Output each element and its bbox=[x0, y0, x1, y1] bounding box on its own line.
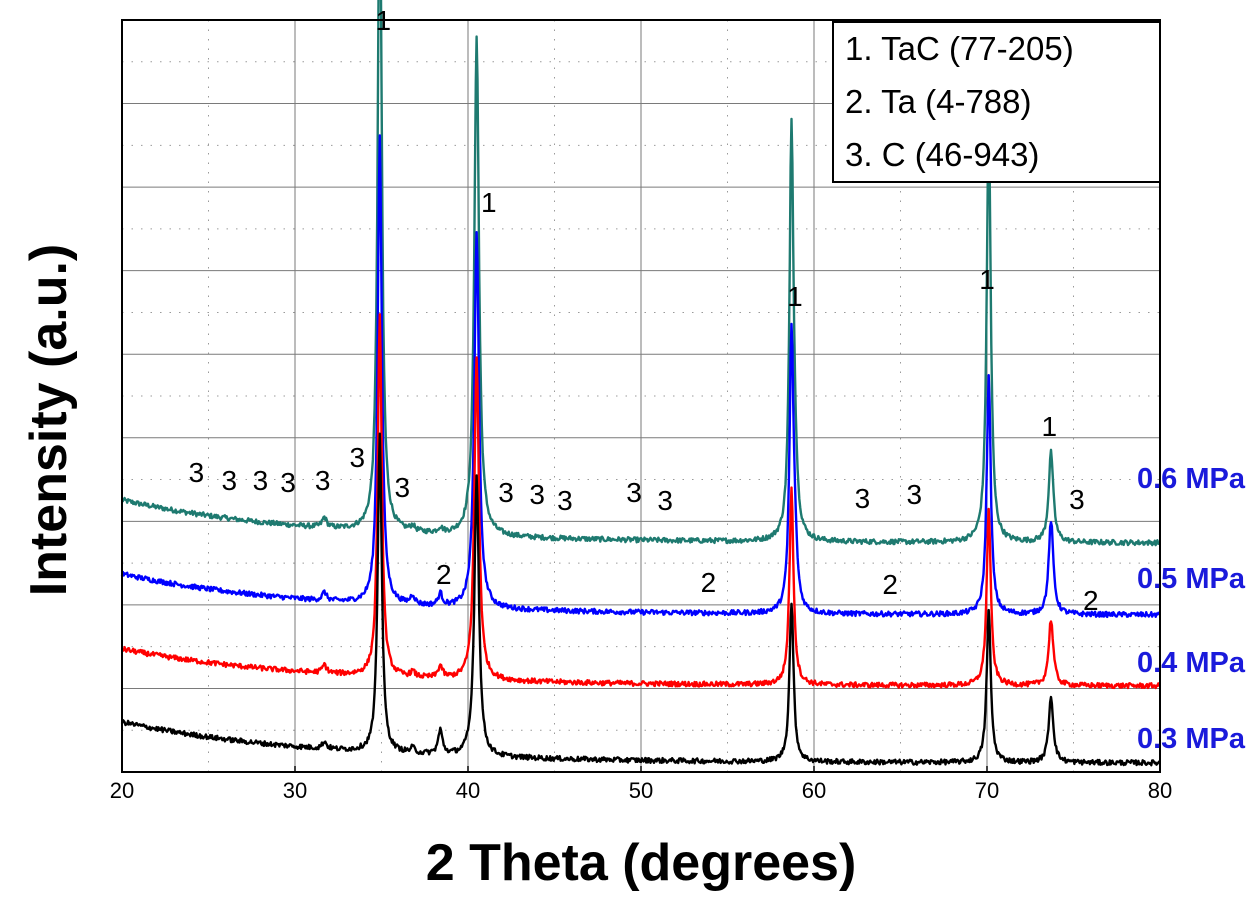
peak-annotation: 1 bbox=[481, 187, 497, 218]
peak-annotation: 2 bbox=[701, 567, 717, 598]
x-tick-label: 20 bbox=[110, 778, 134, 803]
peak-annotation: 2 bbox=[1083, 585, 1099, 616]
peak-annotation: 3 bbox=[626, 477, 642, 508]
x-tick-label: 40 bbox=[456, 778, 480, 803]
legend-box bbox=[832, 21, 1161, 183]
y-axis-label: Intensity (a.u.) bbox=[20, 244, 78, 596]
peak-annotation: 3 bbox=[394, 472, 410, 503]
x-tick-label: 70 bbox=[975, 778, 999, 803]
peak-annotation: 1 bbox=[787, 281, 803, 312]
peak-annotation: 1 bbox=[375, 5, 391, 36]
peak-annotation: 3 bbox=[315, 465, 331, 496]
series-label: 0.4 MPa bbox=[1137, 647, 1246, 679]
x-axis-label: 2 Theta (degrees) bbox=[426, 834, 857, 892]
peak-annotation: 2 bbox=[882, 569, 898, 600]
series-labels: 0.6 MPa 0.5 MPa 0.4 MPa 0.3 MPa bbox=[1137, 463, 1246, 755]
peak-annotation: 1 bbox=[979, 264, 995, 295]
peak-annotation: 3 bbox=[189, 457, 205, 488]
x-tick-label: 80 bbox=[1148, 778, 1172, 803]
peak-annotation: 3 bbox=[498, 477, 514, 508]
series-label: 0.5 MPa bbox=[1137, 563, 1246, 595]
legend-entry-1: 1. TaC (77-205) bbox=[845, 30, 1074, 67]
peak-annotation: 3 bbox=[557, 485, 573, 516]
legend-entry-3: 3. C (46-943) bbox=[845, 136, 1039, 173]
peak-annotation: 2 bbox=[436, 559, 452, 590]
peak-annotation: 3 bbox=[907, 479, 923, 510]
peak-annotation: 3 bbox=[855, 483, 871, 514]
x-tick-labels: 20 30 40 50 60 70 80 bbox=[110, 766, 1172, 803]
series-label: 0.6 MPa bbox=[1137, 463, 1246, 495]
peak-annotation: 3 bbox=[529, 479, 545, 510]
series-line bbox=[120, 0, 1161, 547]
peak-annotation: 3 bbox=[657, 485, 673, 516]
x-tick-label: 60 bbox=[802, 778, 826, 803]
peak-annotation: 1 bbox=[1041, 411, 1057, 442]
x-tick-label: 50 bbox=[629, 778, 653, 803]
peak-annotation: 3 bbox=[1069, 484, 1085, 515]
series-line bbox=[120, 134, 1162, 619]
series-label: 0.3 MPa bbox=[1137, 723, 1246, 755]
legend: 1. TaC (77-205) 2. Ta (4-788) 3. C (46-9… bbox=[832, 21, 1161, 183]
series-group bbox=[120, 0, 1162, 767]
legend-entry-2: 2. Ta (4-788) bbox=[845, 83, 1032, 120]
peak-annotation: 3 bbox=[280, 467, 296, 498]
x-tick-label: 30 bbox=[283, 778, 307, 803]
series-line bbox=[120, 313, 1161, 690]
series-line bbox=[120, 432, 1162, 767]
peak-annotation: 3 bbox=[253, 465, 269, 496]
peak-annotation: 3 bbox=[349, 442, 365, 473]
peak-annotation: 3 bbox=[221, 465, 237, 496]
